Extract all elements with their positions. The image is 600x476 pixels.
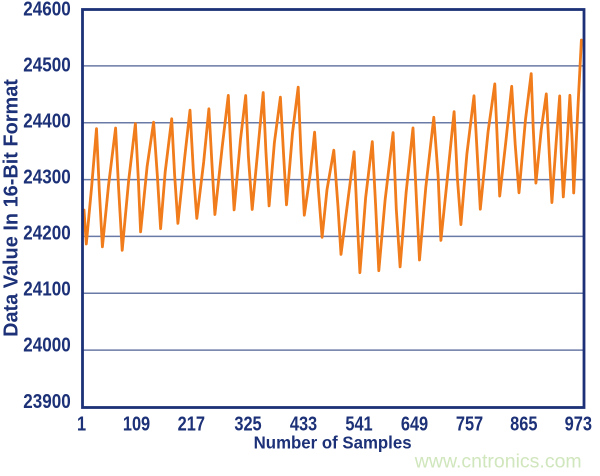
svg-text:www.cntronics.com: www.cntronics.com bbox=[414, 451, 582, 473]
svg-text:24300: 24300 bbox=[23, 165, 70, 188]
svg-text:973: 973 bbox=[565, 412, 592, 435]
svg-text:649: 649 bbox=[401, 412, 428, 435]
svg-text:Number of Samples: Number of Samples bbox=[254, 432, 412, 453]
svg-text:1: 1 bbox=[77, 412, 86, 435]
svg-text:23900: 23900 bbox=[23, 389, 70, 412]
svg-text:865: 865 bbox=[510, 412, 537, 435]
svg-text:24500: 24500 bbox=[23, 53, 70, 76]
svg-text:433: 433 bbox=[290, 412, 317, 435]
svg-text:325: 325 bbox=[234, 412, 261, 435]
svg-text:24400: 24400 bbox=[23, 109, 70, 132]
svg-text:109: 109 bbox=[123, 412, 150, 435]
svg-text:24600: 24600 bbox=[23, 0, 70, 20]
svg-text:217: 217 bbox=[178, 412, 205, 435]
svg-text:757: 757 bbox=[456, 412, 483, 435]
svg-text:24200: 24200 bbox=[23, 221, 70, 244]
svg-text:24000: 24000 bbox=[23, 333, 70, 356]
svg-text:24100: 24100 bbox=[23, 277, 70, 300]
svg-text:541: 541 bbox=[345, 412, 372, 435]
svg-text:Data Value In 16-Bit Format: Data Value In 16-Bit Format bbox=[0, 79, 22, 337]
